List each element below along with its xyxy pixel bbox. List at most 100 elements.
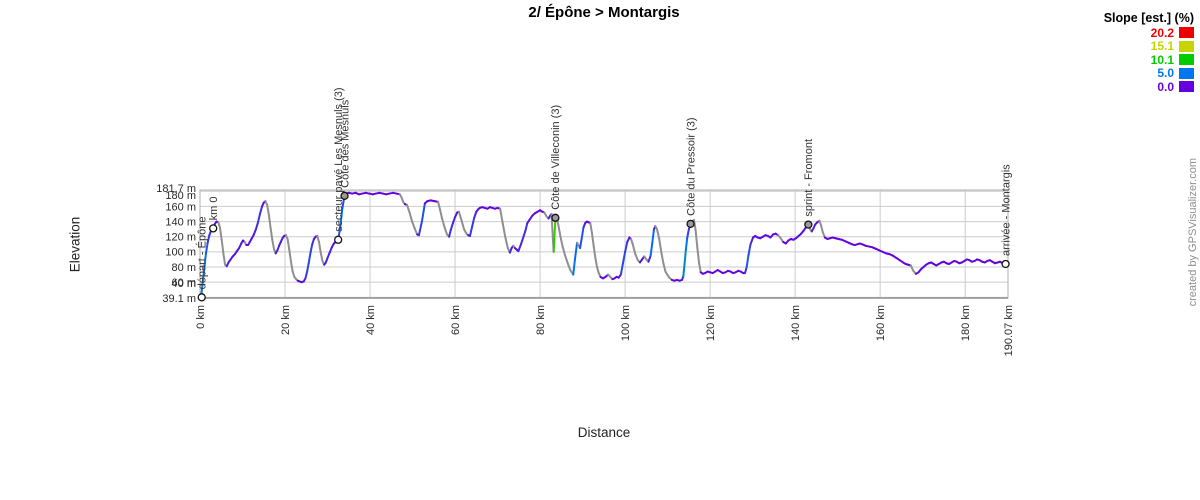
profile-segment [437,200,442,212]
profile-segment [820,224,824,234]
profile-segment [684,237,689,251]
x-tick-label: 80 km [535,305,547,335]
profile-segment [552,234,556,253]
y-tick-label: 40 m [172,278,196,290]
profile-segment [439,209,443,219]
x-tick-label: 190.07 km [1003,305,1015,356]
profile-segment [254,222,259,231]
profile-segment [457,210,463,222]
profile-segment [692,219,697,232]
profile-segment [220,238,225,255]
slope-legend-value: 20.2 [1150,25,1174,40]
profile-segment [473,210,478,219]
profile-segment [318,241,322,254]
profile-segment [269,226,274,241]
profile-segment [267,213,272,229]
profile-segment [306,261,310,273]
profile-segment [201,267,206,285]
slope-legend-swatch [1179,67,1194,79]
profile-segment [501,222,507,238]
profile-segment [749,236,755,246]
x-tick-label: 160 km [875,305,887,341]
waypoint-marker [804,220,813,229]
watermark: created by GPSVisualizer.com [1187,158,1199,307]
waypoint-label: arrivée - Montargis [1000,164,1012,256]
profile-segment [309,243,314,254]
slope-legend-title: Slope [est.] (%) [1103,11,1194,25]
profile-segment [621,250,627,265]
y-tick-label: 181.7 m [156,183,196,195]
profile-segment [745,254,750,269]
profile-segment [449,222,454,231]
profile-segment [590,231,595,247]
x-tick-label: 100 km [620,305,632,341]
waypoint-marker [197,293,206,302]
profile-segment [522,228,527,238]
profile-segment [258,205,264,216]
profile-segment [694,229,699,250]
profile-segment [471,216,476,228]
slope-legend-value: 15.1 [1150,39,1174,54]
slope-legend-swatch [1179,27,1194,39]
waypoint-marker [209,224,218,233]
profile-segment [443,225,448,236]
y-tick-label: 60 m [172,277,196,289]
profile-segment [517,243,522,253]
profile-segment [256,213,261,225]
slope-legend-item: 20.2 [1104,26,1194,40]
profile-segment [406,203,411,214]
profile-segment [696,247,701,265]
slope-legend-rows: 20.2 15.1 10.1 5.0 0.0 [1104,26,1194,94]
profile-segment [448,228,452,238]
slope-legend-value: 0.0 [1157,79,1174,94]
profile-segment [519,235,525,246]
waypoint-marker [1001,259,1010,269]
x-axis-title: Distance [577,425,631,440]
waypoint-label: Côte du Pressoir (3) [685,117,697,215]
waypoint-marker [334,235,343,244]
x-tick-label: 180 km [960,305,972,341]
profile-segment [408,211,414,223]
x-tick-label: 120 km [705,305,717,341]
slope-legend-item: 15.1 [1104,39,1194,54]
profile-segment [683,248,687,265]
y-tick-label: 180 m [165,190,196,202]
profile-segment [561,245,567,257]
profile-segment [319,251,324,262]
profile-segment [572,258,576,276]
waypoint-marker [551,213,560,222]
profile-segment [573,241,579,261]
y-tick-label: 140 m [165,216,196,228]
profile-segment [566,262,572,272]
profile-segment [564,254,569,265]
waypoint-marker [686,219,695,229]
profile-segment [579,237,583,250]
profile-segment [451,216,457,225]
slope-legend-swatch [1179,54,1194,66]
profile-segment [468,225,474,237]
y-tick-label: 160 m [165,201,196,213]
profile-segment [634,253,639,262]
profile-segment [747,243,752,257]
slope-legend-item: 10.1 [1104,53,1194,67]
profile-segment [698,262,702,274]
y-tick-label: 39.1 m [162,293,196,305]
profile-segment [222,252,227,266]
profile-segment [316,234,321,244]
profile-segment [289,260,294,273]
profile-segment [589,222,593,234]
profile-segment [440,216,446,228]
y-tick-label: 80 m [172,262,196,274]
profile-segment [580,226,585,240]
profile-segment [307,251,312,264]
y-axis-title: Elevation [67,216,83,273]
profile-segment [649,241,654,257]
y-tick-label: 120 m [165,232,196,244]
profile-segment [658,237,663,253]
slope-legend-item: 0.0 [1104,80,1194,94]
profile-segment [655,228,661,240]
profile-segment [662,262,667,273]
profile-segment [651,228,656,244]
profile-segment [631,243,637,256]
